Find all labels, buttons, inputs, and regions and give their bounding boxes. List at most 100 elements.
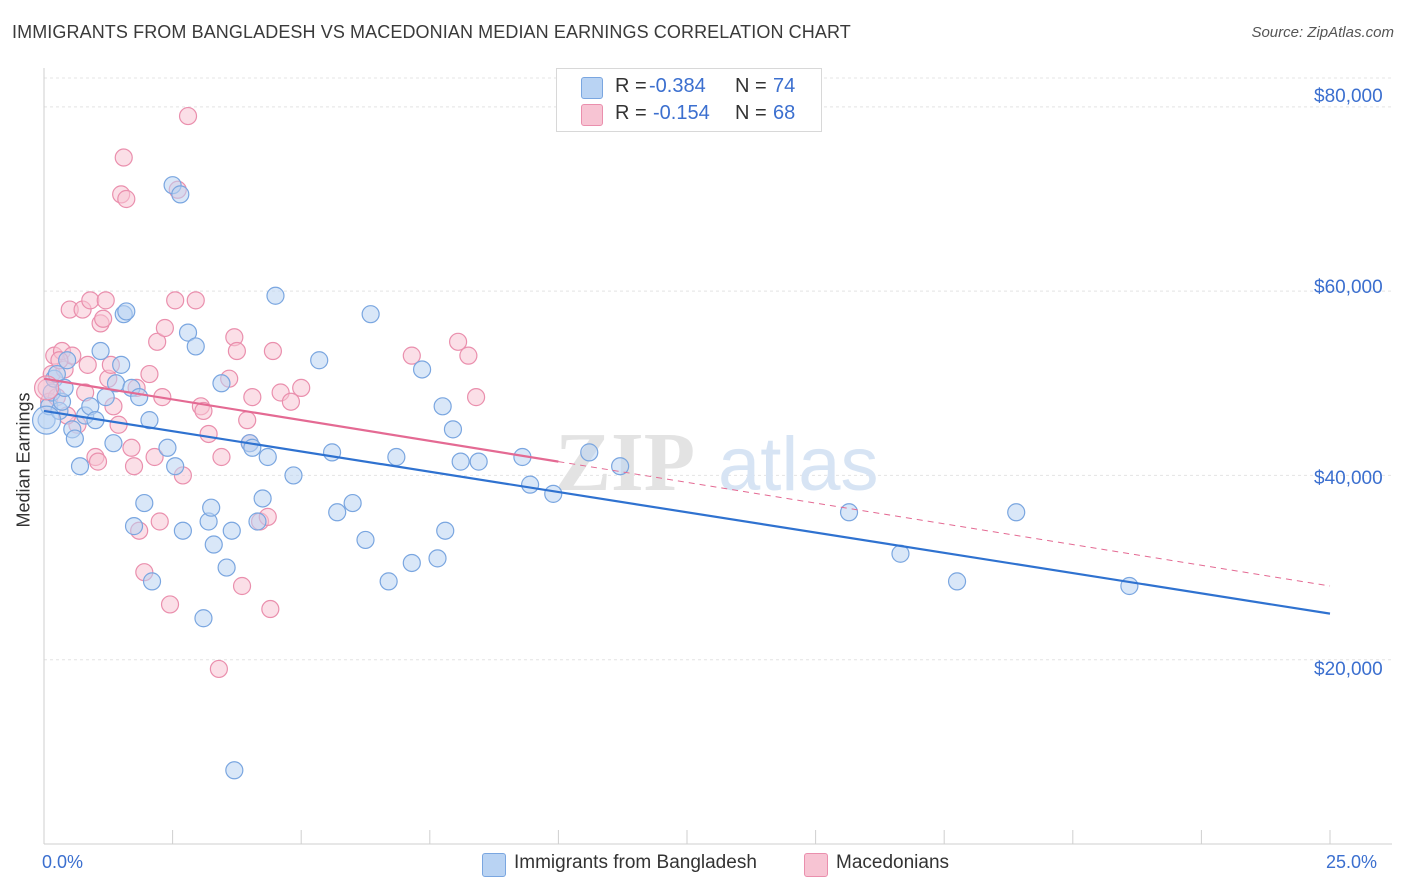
- point-macedonians: [232, 576, 252, 596]
- x-tick-max: 25.0%: [1326, 852, 1378, 872]
- point-macedonians: [238, 411, 257, 430]
- point-bangladesh: [112, 355, 131, 374]
- point-bangladesh: [58, 351, 77, 370]
- point-bangladesh: [580, 443, 599, 462]
- point-bangladesh: [428, 549, 447, 568]
- point-bangladesh: [135, 493, 154, 513]
- point-macedonians: [448, 332, 468, 351]
- legend-r-value: -0.384: [649, 75, 706, 97]
- point-macedonians: [145, 447, 164, 467]
- point-bangladesh: [387, 447, 406, 467]
- bottom-legend-swatch-pink: [804, 853, 828, 877]
- chart-title: IMMIGRANTS FROM BANGLADESH VS MACEDONIAN…: [12, 22, 851, 42]
- point-macedonians: [178, 106, 198, 126]
- watermark-atlas: atlas: [718, 422, 879, 507]
- bottom-legend-label: Immigrants from Bangladesh: [514, 852, 757, 873]
- point-macedonians: [261, 599, 280, 619]
- correlation-legend: R = -0.384 N = 74 R = -0.154 N = 68: [556, 68, 822, 132]
- point-macedonians: [114, 148, 133, 167]
- point-bangladesh: [173, 521, 192, 540]
- point-bangladesh: [248, 512, 267, 531]
- point-bangladesh: [947, 572, 967, 591]
- point-bangladesh: [186, 337, 205, 356]
- point-macedonians: [292, 378, 311, 397]
- point-macedonians: [160, 595, 180, 614]
- legend-r-label: R =: [615, 75, 647, 97]
- point-bangladesh: [284, 466, 303, 485]
- point-bangladesh: [379, 572, 398, 591]
- point-bangladesh: [443, 420, 463, 439]
- point-macedonians: [96, 291, 115, 310]
- legend-n-label: N =: [735, 102, 767, 124]
- point-bangladesh: [124, 517, 144, 536]
- point-bangladesh: [204, 535, 223, 554]
- point-bangladesh: [521, 475, 540, 494]
- point-macedonians: [199, 424, 218, 444]
- point-bangladesh: [253, 489, 272, 508]
- point-macedonians: [194, 401, 213, 421]
- point-bangladesh: [70, 457, 90, 476]
- legend-n-label: N =: [735, 75, 767, 97]
- point-macedonians: [166, 291, 185, 310]
- legend-r-value: -0.154: [653, 102, 710, 124]
- point-macedonians: [150, 512, 169, 531]
- legend-swatch-pink: [581, 104, 603, 126]
- point-macedonians: [402, 346, 421, 365]
- point-macedonians: [81, 291, 100, 310]
- y-tick-80000: $80,000: [1314, 86, 1383, 107]
- x-tick-min: 0.0%: [42, 852, 84, 872]
- point-bangladesh: [142, 572, 162, 591]
- point-macedonians: [186, 291, 205, 310]
- trendline-bangladesh: [43, 409, 1331, 615]
- point-macedonians: [243, 388, 262, 407]
- point-bangladesh: [212, 374, 231, 393]
- point-macedonians: [109, 415, 128, 434]
- point-bangladesh: [158, 438, 177, 457]
- point-bangladesh: [166, 457, 185, 476]
- point-bangladesh: [202, 498, 221, 517]
- point-bangladesh: [310, 351, 329, 370]
- legend-r-label: R =: [615, 102, 647, 124]
- point-macedonians: [94, 309, 113, 328]
- point-bangladesh: [104, 434, 123, 453]
- point-macedonians: [117, 189, 136, 209]
- legend-swatch-blue: [581, 77, 603, 99]
- point-bangladesh: [1007, 503, 1026, 522]
- point-bangladesh: [194, 609, 213, 628]
- point-bangladesh: [222, 521, 241, 540]
- point-bangladesh: [839, 503, 859, 522]
- point-macedonians: [78, 355, 97, 374]
- point-bangladesh: [65, 429, 84, 448]
- point-bangladesh: [328, 503, 347, 522]
- point-macedonians: [227, 341, 246, 361]
- point-macedonians: [88, 452, 108, 471]
- point-macedonians: [459, 346, 478, 365]
- legend-n-value: 68: [773, 102, 796, 124]
- point-macedonians: [281, 392, 301, 411]
- point-bangladesh: [356, 530, 375, 550]
- legend-n-value: 74: [773, 75, 796, 97]
- point-bangladesh: [433, 397, 452, 416]
- point-bangladesh: [178, 323, 198, 342]
- trendline-macedonians: [43, 377, 559, 463]
- point-macedonians: [122, 438, 141, 457]
- point-macedonians: [263, 341, 283, 361]
- point-macedonians-large: [33, 375, 60, 401]
- point-bangladesh: [451, 452, 470, 471]
- point-bangladesh: [266, 286, 285, 305]
- point-macedonians: [466, 388, 486, 407]
- source-label: Source: ZipAtlas.com: [1251, 24, 1394, 41]
- point-macedonians: [140, 364, 159, 384]
- point-bangladesh: [217, 558, 236, 577]
- point-macedonians: [155, 318, 174, 338]
- point-bangladesh: [91, 341, 110, 361]
- point-bangladesh: [225, 761, 244, 780]
- trendline-macedonians-extension: [558, 461, 1331, 587]
- point-macedonians: [212, 447, 231, 467]
- point-bangladesh: [361, 305, 380, 324]
- point-macedonians: [124, 457, 144, 476]
- y-axis-label: Median Earnings: [13, 392, 34, 528]
- point-bangladesh: [130, 388, 149, 407]
- point-bangladesh: [343, 493, 362, 513]
